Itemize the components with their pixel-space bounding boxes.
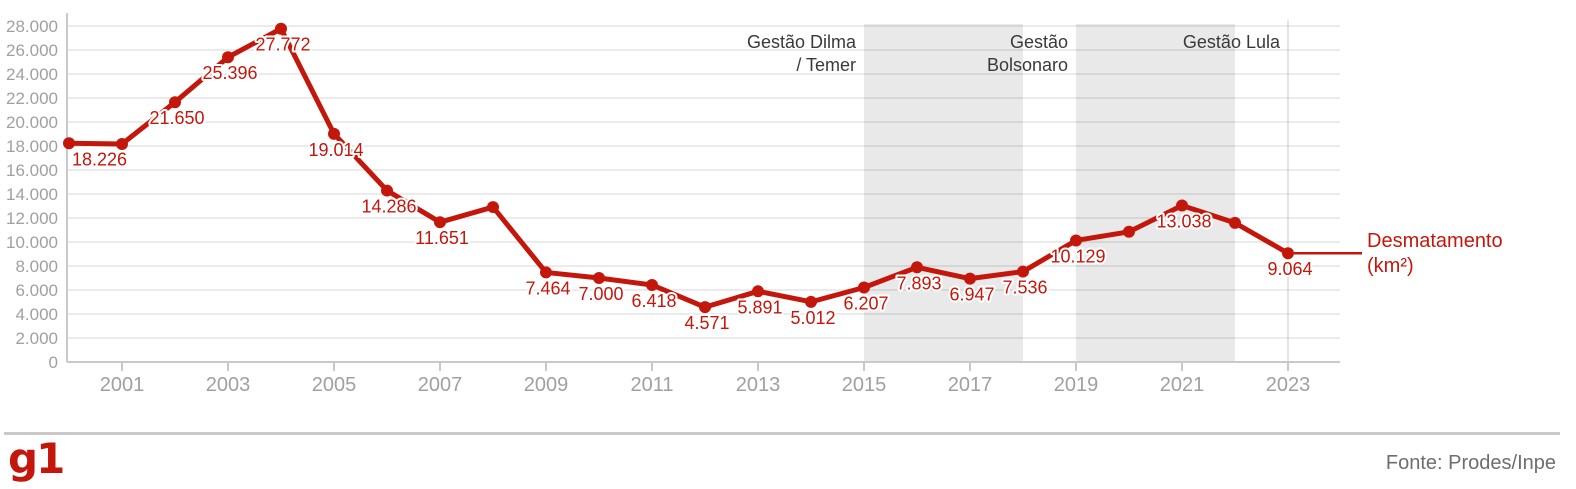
svg-text:11.651: 11.651 [415, 228, 469, 248]
data-points [63, 22, 1294, 314]
svg-text:2001: 2001 [100, 374, 145, 396]
svg-text:25.396: 25.396 [202, 63, 257, 83]
svg-text:19.014: 19.014 [308, 140, 363, 160]
svg-text:10.000: 10.000 [6, 233, 58, 252]
svg-text:7.000: 7.000 [578, 284, 623, 304]
deforestation-line-chart: 0 2.000 4.000 6.000 8.000 10.000 12.000 14.000 1… [6, 13, 1503, 396]
term-band-dilma-temer [864, 24, 1023, 362]
annotation-labels: Gestão Dilma / Temer Gestão Bolsonaro Gestão… [747, 32, 1281, 75]
annotation-label-lula: Gestão Lula [1183, 32, 1281, 52]
svg-text:21.650: 21.650 [149, 108, 204, 128]
footer-divider [4, 432, 1560, 435]
svg-text:6.947: 6.947 [949, 285, 994, 305]
axes [66, 13, 1340, 371]
svg-text:2023: 2023 [1266, 374, 1311, 396]
svg-text:13.038: 13.038 [1156, 212, 1211, 232]
series-line [66, 26, 1291, 310]
svg-text:7.893: 7.893 [896, 273, 941, 293]
svg-text:6.418: 6.418 [631, 291, 676, 311]
svg-text:24.000: 24.000 [6, 65, 58, 84]
svg-text:20.000: 20.000 [6, 113, 58, 132]
svg-text:4.571: 4.571 [684, 313, 729, 333]
series [66, 26, 1291, 310]
svg-text:8.000: 8.000 [15, 257, 58, 276]
svg-text:6.207: 6.207 [843, 294, 888, 314]
annotation-label-bolsonaro: Gestão [1010, 32, 1068, 52]
svg-text:18.226: 18.226 [72, 149, 127, 169]
svg-text:2011: 2011 [630, 374, 673, 396]
svg-text:2013: 2013 [736, 374, 781, 396]
svg-text:4.000: 4.000 [15, 305, 58, 324]
svg-text:5.891: 5.891 [737, 297, 782, 317]
svg-text:2003: 2003 [206, 374, 251, 396]
svg-text:6.000: 6.000 [15, 281, 58, 300]
svg-text:2019: 2019 [1054, 374, 1099, 396]
svg-text:12.000: 12.000 [6, 209, 58, 228]
annotation-label-dilma-temer: Gestão Dilma [747, 32, 857, 52]
svg-text:10.129: 10.129 [1050, 246, 1105, 266]
svg-text:27.772: 27.772 [255, 35, 310, 55]
x-axis-labels: 2001 2003 2005 2007 2009 2011 2013 2015 2017 2019… [100, 374, 1311, 396]
annotation-label-dilma-temer: / Temer [796, 55, 856, 75]
svg-text:16.000: 16.000 [6, 161, 58, 180]
term-bands [864, 24, 1235, 362]
svg-text:14.286: 14.286 [361, 197, 416, 217]
y-axis-labels: 0 2.000 4.000 6.000 8.000 10.000 12.000 14.000 1… [6, 17, 58, 372]
series-legend-label: Desmatamento [1367, 230, 1503, 252]
svg-text:2005: 2005 [312, 374, 357, 396]
g1-logo[interactable]: g1 [8, 434, 65, 483]
svg-text:28.000: 28.000 [6, 17, 58, 36]
svg-text:26.000: 26.000 [6, 41, 58, 60]
annotation-label-bolsonaro: Bolsonaro [987, 55, 1068, 75]
svg-text:14.000: 14.000 [6, 185, 58, 204]
series-legend-label: (km²) [1367, 255, 1414, 277]
svg-text:2017: 2017 [948, 374, 993, 396]
svg-text:22.000: 22.000 [6, 89, 58, 108]
svg-text:2009: 2009 [524, 374, 569, 396]
svg-text:7.536: 7.536 [1002, 278, 1047, 298]
series-legend: Desmatamento (km²) [1294, 230, 1503, 277]
term-band-bolsonaro [1076, 24, 1235, 362]
svg-text:2007: 2007 [418, 374, 463, 396]
svg-text:9.064: 9.064 [1267, 259, 1312, 279]
svg-text:2021: 2021 [1160, 374, 1205, 396]
svg-text:18.000: 18.000 [6, 137, 58, 156]
svg-text:2015: 2015 [842, 374, 887, 396]
svg-text:0: 0 [49, 353, 58, 372]
svg-text:5.012: 5.012 [790, 308, 835, 328]
source-credit: Fonte: Prodes/Inpe [1385, 452, 1556, 474]
data-labels: 18.226 21.650 25.396 27.772 19.014 14.286 11.6… [70, 33, 1315, 335]
svg-text:2.000: 2.000 [15, 329, 58, 348]
svg-text:7.464: 7.464 [525, 278, 570, 298]
plot-gridlines [67, 25, 1340, 363]
